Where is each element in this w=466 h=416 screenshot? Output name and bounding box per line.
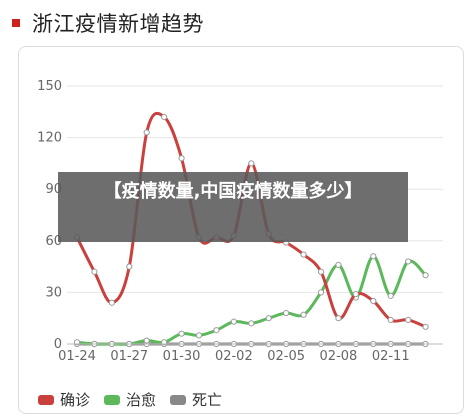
data-point [91, 268, 98, 275]
legend-label: 死亡 [192, 391, 223, 409]
data-point [161, 113, 168, 121]
x-tick-label: 01-24 [58, 349, 96, 364]
y-tick-label: 120 [37, 131, 62, 146]
chart-header: 浙江疫情新增趋势 [12, 8, 204, 38]
x-tick-label: 02-05 [267, 349, 305, 364]
data-point [335, 315, 342, 322]
data-point [370, 297, 377, 305]
overlay-banner: 【疫情数量,中国疫情数量多少】 [58, 172, 408, 242]
data-point [405, 258, 412, 265]
legend-item[interactable]: 治愈 [104, 389, 156, 410]
data-point [335, 261, 342, 268]
data-point [387, 292, 394, 299]
data-point [248, 320, 255, 327]
x-tick-label: 01-30 [163, 349, 201, 364]
data-point [108, 299, 115, 306]
legend-item[interactable]: 确诊 [38, 389, 90, 410]
x-tick-label: 02-11 [372, 349, 410, 364]
data-point [265, 315, 272, 322]
y-tick-label: 60 [45, 234, 62, 249]
data-point [370, 253, 377, 260]
x-tick-label: 02-08 [320, 349, 358, 364]
data-point [422, 272, 429, 279]
data-point [178, 155, 185, 162]
data-point [230, 318, 237, 325]
legend-swatch [170, 394, 187, 405]
data-point [405, 316, 412, 324]
data-point [143, 337, 150, 344]
legend-label: 确诊 [60, 391, 91, 409]
data-point [422, 323, 429, 330]
legend-swatch [38, 394, 54, 405]
data-point [300, 311, 307, 318]
chart-legend: 确诊 治愈 死亡 [38, 389, 222, 410]
data-point [317, 268, 325, 275]
data-point [143, 129, 150, 136]
data-point [195, 332, 203, 339]
data-point [283, 309, 290, 317]
legend-item[interactable]: 死亡 [170, 389, 222, 410]
data-point [352, 291, 359, 298]
legend-label: 治愈 [126, 391, 157, 409]
data-point [300, 251, 307, 258]
header-marker [12, 19, 20, 27]
y-tick-label: 90 [45, 182, 62, 197]
data-point [126, 263, 133, 270]
x-tick-label: 02-02 [215, 349, 253, 364]
y-tick-label: 0 [54, 337, 62, 352]
x-tick-label: 01-27 [110, 349, 148, 364]
data-point [178, 330, 185, 337]
data-point [213, 327, 220, 334]
y-tick-label: 30 [45, 285, 62, 300]
data-point [387, 316, 394, 324]
y-tick-label: 150 [37, 79, 62, 94]
legend-swatch [104, 394, 121, 405]
data-point [248, 160, 255, 167]
chart-title: 浙江疫情新增趋势 [32, 12, 204, 36]
data-point [317, 289, 325, 296]
